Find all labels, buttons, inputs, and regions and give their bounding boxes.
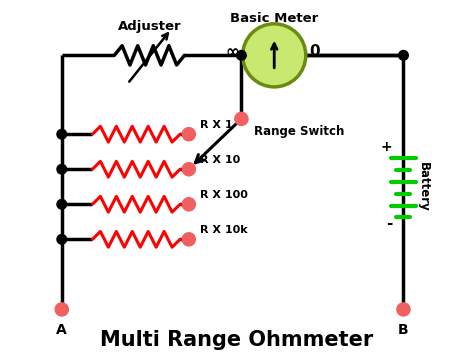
Circle shape — [182, 233, 195, 246]
Text: Multi Range Ohmmeter: Multi Range Ohmmeter — [100, 330, 374, 350]
Text: R X 100: R X 100 — [200, 190, 247, 200]
Text: +: + — [381, 140, 392, 155]
Text: Basic Meter: Basic Meter — [230, 12, 319, 25]
Circle shape — [57, 129, 66, 139]
Text: R X 1: R X 1 — [200, 120, 232, 130]
Circle shape — [182, 127, 195, 141]
Text: Range Switch: Range Switch — [254, 125, 344, 138]
Text: 0: 0 — [309, 44, 320, 59]
Circle shape — [235, 112, 248, 125]
Circle shape — [182, 163, 195, 176]
Circle shape — [57, 235, 66, 244]
Ellipse shape — [243, 24, 306, 87]
Text: R X 10: R X 10 — [200, 155, 240, 165]
Circle shape — [55, 303, 68, 316]
Text: Battery: Battery — [417, 162, 429, 211]
Text: Adjuster: Adjuster — [118, 20, 181, 33]
Circle shape — [397, 303, 410, 316]
Text: R X 10k: R X 10k — [200, 225, 247, 235]
Circle shape — [57, 199, 66, 209]
Circle shape — [237, 51, 246, 60]
Circle shape — [182, 198, 195, 211]
Text: ∞: ∞ — [225, 43, 239, 61]
Text: B: B — [398, 323, 409, 336]
Text: A: A — [56, 323, 67, 336]
Circle shape — [57, 164, 66, 174]
Circle shape — [399, 51, 408, 60]
Text: -: - — [386, 216, 392, 231]
